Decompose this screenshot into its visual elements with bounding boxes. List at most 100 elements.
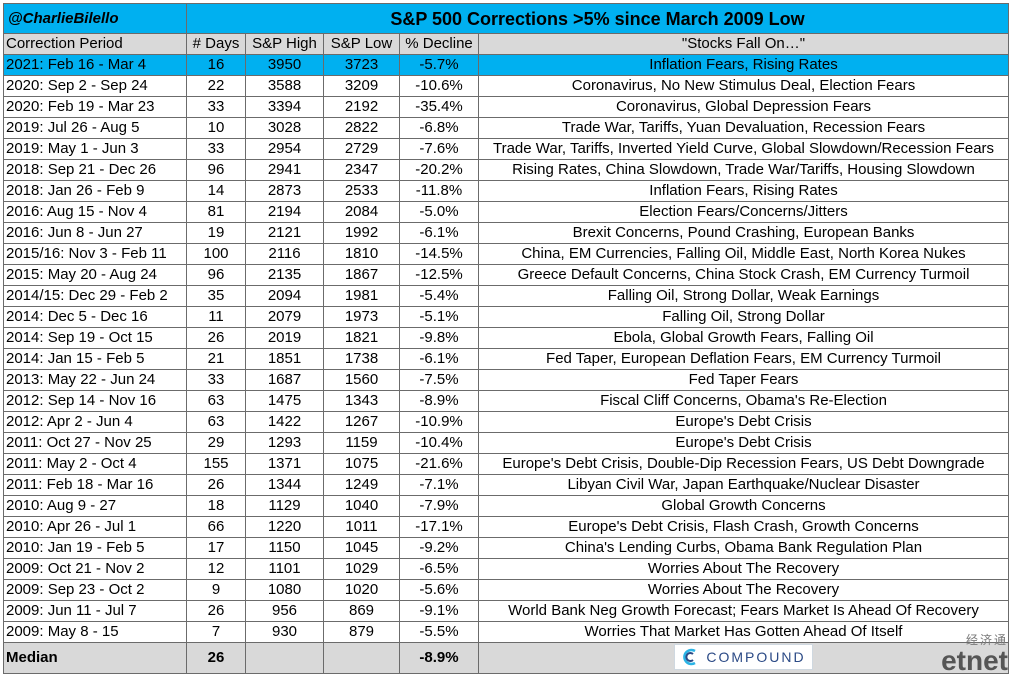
table-title: S&P 500 Corrections >5% since March 2009…	[186, 3, 1009, 34]
cell-decline: -7.9%	[399, 495, 479, 517]
cell-period: 2014: Sep 19 - Oct 15	[3, 327, 187, 349]
cell-days: 26	[186, 327, 246, 349]
cell-days: 17	[186, 537, 246, 559]
cell-period: 2011: Oct 27 - Nov 25	[3, 432, 187, 454]
cell-cause: Rising Rates, China Slowdown, Trade War/…	[478, 159, 1009, 181]
cell-high: 1687	[245, 369, 324, 391]
cell-low: 2084	[323, 201, 400, 223]
cell-cause: Libyan Civil War, Japan Earthquake/Nucle…	[478, 474, 1009, 496]
cell-cause: Inflation Fears, Rising Rates	[478, 54, 1009, 76]
cell-high: 2079	[245, 306, 324, 328]
cell-low: 2822	[323, 117, 400, 139]
table-row: 2018: Jan 26 - Feb 9 14 2873 2533 -11.8% Infl…	[3, 180, 1009, 202]
cell-days: 29	[186, 432, 246, 454]
cell-decline: -11.8%	[399, 180, 479, 202]
table-row: 2012: Apr 2 - Jun 4 63 1422 1267 -10.9% Europ…	[3, 411, 1009, 433]
cell-period: 2012: Sep 14 - Nov 16	[3, 390, 187, 412]
cell-low: 3209	[323, 75, 400, 97]
watermark-logo: etnet	[941, 645, 1008, 676]
cell-low: 1981	[323, 285, 400, 307]
cell-days: 35	[186, 285, 246, 307]
cell-high: 2121	[245, 222, 324, 244]
cell-cause: Fed Taper Fears	[478, 369, 1009, 391]
watermark-brand-left: et	[941, 645, 966, 676]
cell-decline: -14.5%	[399, 243, 479, 265]
cell-cause: Europe's Debt Crisis	[478, 411, 1009, 433]
cell-days: 63	[186, 390, 246, 412]
cell-low: 2729	[323, 138, 400, 160]
table-row: 2009: Jun 11 - Jul 7 26 956 869 -9.1% World B…	[3, 600, 1009, 622]
cell-low: 1011	[323, 516, 400, 538]
cell-period: 2019: Jul 26 - Aug 5	[3, 117, 187, 139]
cell-low: 1560	[323, 369, 400, 391]
cell-cause: Worries That Market Has Gotten Ahead Of …	[478, 621, 1009, 643]
median-empty-high	[245, 642, 324, 674]
cell-days: 9	[186, 579, 246, 601]
cell-decline: -5.4%	[399, 285, 479, 307]
cell-decline: -8.9%	[399, 390, 479, 412]
cell-low: 3723	[323, 54, 400, 76]
cell-cause: Europe's Debt Crisis, Flash Crash, Growt…	[478, 516, 1009, 538]
cell-low: 1810	[323, 243, 400, 265]
cell-low: 2347	[323, 159, 400, 181]
median-days: 26	[186, 642, 246, 674]
table-row: 2012: Sep 14 - Nov 16 63 1475 1343 -8.9% Fisc…	[3, 390, 1009, 412]
cell-cause: Worries About The Recovery	[478, 558, 1009, 580]
cell-low: 1020	[323, 579, 400, 601]
cell-period: 2016: Aug 15 - Nov 4	[3, 201, 187, 223]
cell-decline: -5.6%	[399, 579, 479, 601]
cell-low: 1992	[323, 222, 400, 244]
cell-period: 2010: Apr 26 - Jul 1	[3, 516, 187, 538]
cell-days: 66	[186, 516, 246, 538]
column-header-days: # Days	[186, 33, 246, 55]
cell-days: 100	[186, 243, 246, 265]
cell-days: 10	[186, 117, 246, 139]
cell-high: 1475	[245, 390, 324, 412]
cell-low: 1040	[323, 495, 400, 517]
cell-decline: -9.2%	[399, 537, 479, 559]
cell-low: 1075	[323, 453, 400, 475]
cell-days: 96	[186, 264, 246, 286]
cell-period: 2010: Aug 9 - 27	[3, 495, 187, 517]
cell-cause: Trade War, Tariffs, Inverted Yield Curve…	[478, 138, 1009, 160]
cell-period: 2011: Feb 18 - Mar 16	[3, 474, 187, 496]
cell-period: 2011: May 2 - Oct 4	[3, 453, 187, 475]
cell-decline: -35.4%	[399, 96, 479, 118]
cell-high: 3588	[245, 75, 324, 97]
cell-high: 1851	[245, 348, 324, 370]
table-row: 2010: Aug 9 - 27 18 1129 1040 -7.9% Global Gr…	[3, 495, 1009, 517]
cell-cause: Europe's Debt Crisis	[478, 432, 1009, 454]
cell-days: 33	[186, 96, 246, 118]
cell-period: 2012: Apr 2 - Jun 4	[3, 411, 187, 433]
cell-high: 2954	[245, 138, 324, 160]
cell-period: 2020: Sep 2 - Sep 24	[3, 75, 187, 97]
cell-high: 1344	[245, 474, 324, 496]
cell-cause: Fiscal Cliff Concerns, Obama's Re-Electi…	[478, 390, 1009, 412]
cell-cause: Inflation Fears, Rising Rates	[478, 180, 1009, 202]
median-empty-low	[323, 642, 400, 674]
cell-cause: Falling Oil, Strong Dollar, Weak Earning…	[478, 285, 1009, 307]
author-handle: @CharlieBilello	[3, 3, 187, 34]
cell-period: 2009: Jun 11 - Jul 7	[3, 600, 187, 622]
table-row: 2021: Feb 16 - Mar 4 16 3950 3723 -5.7% Infla…	[3, 54, 1009, 76]
cell-days: 22	[186, 75, 246, 97]
cell-days: 21	[186, 348, 246, 370]
column-header-cause: "Stocks Fall On…"	[478, 33, 1009, 55]
etnet-watermark: 经济通 etnet	[941, 631, 1008, 676]
table-row: 2014: Sep 19 - Oct 15 26 2019 1821 -9.8% Ebol…	[3, 327, 1009, 349]
cell-period: 2020: Feb 19 - Mar 23	[3, 96, 187, 118]
cell-decline: -6.8%	[399, 117, 479, 139]
corrections-table: @CharlieBilello S&P 500 Corrections >5% …	[3, 3, 1009, 674]
table-row: 2016: Aug 15 - Nov 4 81 2194 2084 -5.0% Elect…	[3, 201, 1009, 223]
cell-high: 2116	[245, 243, 324, 265]
cell-decline: -10.6%	[399, 75, 479, 97]
cell-low: 869	[323, 600, 400, 622]
cell-period: 2014/15: Dec 29 - Feb 2	[3, 285, 187, 307]
cell-decline: -9.1%	[399, 600, 479, 622]
cell-decline: -20.2%	[399, 159, 479, 181]
cell-period: 2015/16: Nov 3 - Feb 11	[3, 243, 187, 265]
cell-decline: -7.6%	[399, 138, 479, 160]
cell-days: 19	[186, 222, 246, 244]
table-row: 2009: Oct 21 - Nov 2 12 1101 1029 -6.5% Worri…	[3, 558, 1009, 580]
cell-low: 1973	[323, 306, 400, 328]
